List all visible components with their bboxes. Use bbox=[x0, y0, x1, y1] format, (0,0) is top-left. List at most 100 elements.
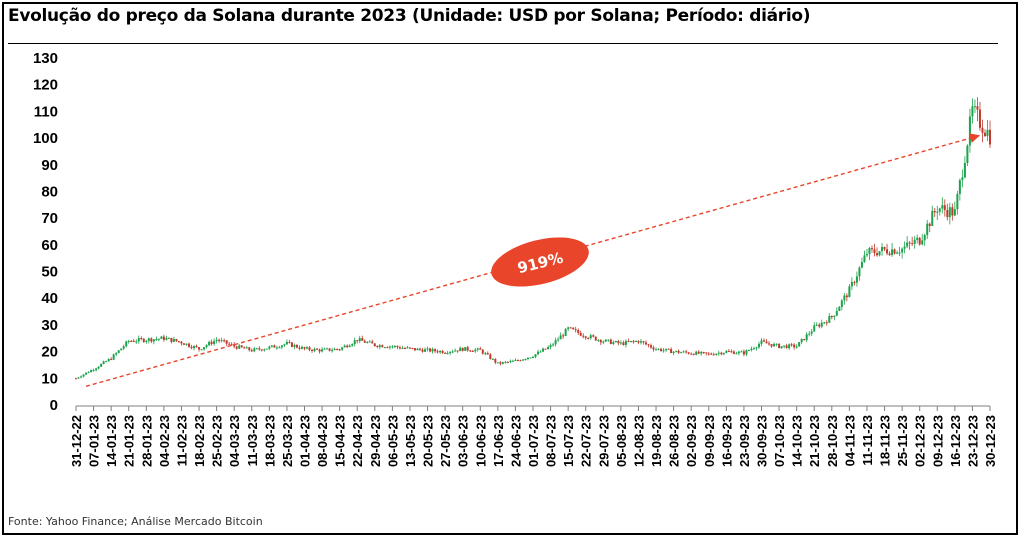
candle-body bbox=[228, 343, 231, 345]
candle-body bbox=[165, 338, 168, 340]
candle-body bbox=[494, 358, 497, 363]
candle-body bbox=[258, 348, 261, 350]
candle-body bbox=[368, 341, 371, 343]
candle-body bbox=[230, 344, 233, 346]
y-tick-label: 60 bbox=[41, 237, 58, 254]
x-tick-label: 01-04-23 bbox=[298, 415, 313, 467]
candle-body bbox=[634, 341, 637, 343]
candle-body bbox=[396, 345, 399, 348]
candle-body bbox=[715, 353, 718, 355]
candle-body bbox=[167, 337, 170, 339]
candle-body bbox=[439, 350, 442, 353]
candle-body bbox=[208, 341, 211, 346]
candle-body bbox=[225, 340, 228, 344]
candle-body bbox=[805, 334, 808, 341]
candle-body bbox=[906, 242, 909, 247]
x-tick-label: 20-05-23 bbox=[421, 415, 436, 467]
candle-body bbox=[233, 344, 236, 347]
candle-body bbox=[584, 336, 587, 339]
candle-body bbox=[712, 354, 715, 356]
x-tick-label: 21-01-23 bbox=[122, 415, 137, 467]
candle-body bbox=[92, 370, 95, 372]
candle-body bbox=[408, 347, 411, 349]
candle-body bbox=[137, 338, 140, 342]
candle-body bbox=[823, 322, 826, 324]
candle-body bbox=[752, 348, 755, 350]
candle-body bbox=[386, 347, 389, 349]
candle-body bbox=[685, 351, 688, 353]
candle-body bbox=[577, 330, 580, 333]
x-tick-label: 06-05-23 bbox=[385, 415, 400, 467]
candle-body bbox=[697, 351, 700, 354]
candle-body bbox=[825, 322, 828, 324]
trend-arrowhead bbox=[969, 133, 980, 143]
candle-body bbox=[130, 340, 133, 342]
candle-body bbox=[220, 340, 223, 342]
candle-body bbox=[765, 341, 768, 344]
candle-body bbox=[190, 346, 193, 349]
candle-body bbox=[572, 327, 575, 330]
candle-body bbox=[102, 361, 105, 364]
candle-body bbox=[958, 180, 961, 194]
candle-body bbox=[773, 344, 776, 347]
candle-body bbox=[775, 343, 778, 345]
candle-body bbox=[464, 347, 467, 351]
candle-body bbox=[132, 340, 135, 342]
candle-body bbox=[419, 348, 422, 350]
y-tick-label: 100 bbox=[33, 130, 58, 147]
candle-body bbox=[373, 343, 376, 347]
candle-body bbox=[552, 344, 555, 346]
x-tick-label: 15-07-23 bbox=[561, 415, 576, 467]
candle-body bbox=[783, 345, 786, 347]
x-tick-label: 24-06-23 bbox=[508, 415, 523, 467]
x-tick-label: 25-02-23 bbox=[210, 415, 225, 467]
candle-body bbox=[185, 343, 188, 345]
candle-body bbox=[725, 351, 728, 353]
x-tick-label: 30-12-23 bbox=[983, 415, 998, 467]
candle-body bbox=[750, 348, 753, 351]
candle-body bbox=[245, 347, 248, 349]
candle-body bbox=[105, 361, 108, 363]
y-tick-label: 90 bbox=[41, 157, 58, 174]
candle-body bbox=[235, 346, 238, 349]
candle-body bbox=[504, 361, 507, 363]
candle-body bbox=[376, 346, 379, 348]
candle-body bbox=[667, 348, 670, 350]
candle-body bbox=[582, 335, 585, 337]
candle-body bbox=[484, 353, 487, 355]
candle-body bbox=[542, 348, 545, 352]
candle-body bbox=[547, 347, 550, 350]
x-tick-label: 28-01-23 bbox=[139, 415, 154, 467]
candle-body bbox=[298, 347, 301, 349]
x-tick-label: 02-12-23 bbox=[913, 415, 928, 467]
candles bbox=[74, 97, 992, 380]
x-tick-label: 16-12-23 bbox=[948, 415, 963, 467]
candle-body bbox=[436, 351, 439, 353]
candle-body bbox=[981, 127, 984, 133]
candle-body bbox=[526, 357, 529, 360]
candle-body bbox=[117, 350, 120, 353]
candle-body bbox=[858, 267, 861, 277]
candle-body bbox=[657, 348, 660, 350]
candle-body bbox=[918, 237, 921, 245]
candle-body bbox=[466, 347, 469, 351]
candle-body bbox=[848, 286, 851, 298]
candle-body bbox=[627, 340, 630, 342]
candle-body bbox=[401, 347, 404, 349]
candle-body bbox=[813, 325, 816, 332]
candle-body bbox=[351, 344, 354, 346]
candle-body bbox=[790, 344, 793, 346]
candle-body bbox=[403, 347, 406, 349]
candle-body bbox=[760, 340, 763, 344]
candle-body bbox=[557, 339, 560, 341]
candle-body bbox=[413, 348, 416, 351]
candle-body bbox=[702, 351, 705, 353]
candle-body bbox=[366, 342, 369, 344]
candle-body bbox=[270, 345, 273, 347]
candle-body bbox=[682, 351, 685, 353]
candle-body bbox=[383, 347, 386, 349]
candle-body bbox=[356, 340, 359, 342]
candle-body bbox=[768, 343, 771, 345]
y-tick-label: 70 bbox=[41, 210, 58, 227]
candle-body bbox=[265, 348, 268, 350]
